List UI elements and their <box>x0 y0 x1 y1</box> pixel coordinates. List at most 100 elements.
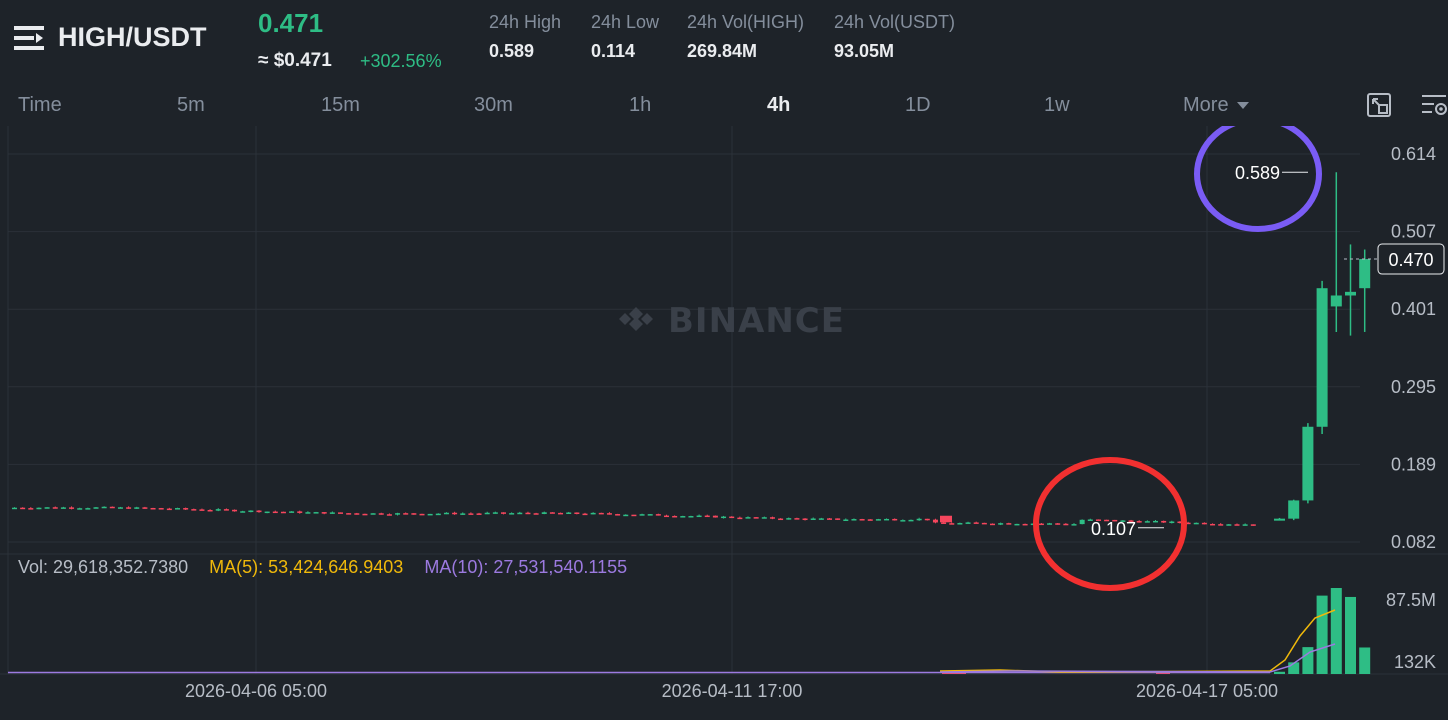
candle-body <box>606 513 612 515</box>
candle-body <box>761 517 767 519</box>
candle-body <box>623 514 629 517</box>
ticker-header: HIGH/USDT 0.471 ≈ $0.471 +302.56% 24h Hi… <box>0 0 1448 82</box>
last-price-box <box>1377 243 1445 275</box>
candle-body <box>313 512 319 514</box>
tab-1h[interactable]: 1h <box>629 94 652 116</box>
candle-body <box>737 517 743 520</box>
candle-body <box>183 508 189 510</box>
candle-body <box>305 512 311 514</box>
price-usd: ≈ $0.471 <box>258 50 332 71</box>
candle-body <box>1161 520 1167 523</box>
candle-body <box>884 518 890 521</box>
candle-body <box>28 508 34 510</box>
candle-body <box>12 507 17 510</box>
candle-body <box>778 518 784 521</box>
candle-body <box>142 507 148 509</box>
candle-body <box>1242 524 1248 526</box>
price-tick-label: 0.082 <box>1391 532 1436 552</box>
candle-body <box>215 509 221 511</box>
trading-pair[interactable]: HIGH/USDT <box>58 22 207 52</box>
candle-body <box>916 518 922 521</box>
candle-body <box>957 523 963 525</box>
candle-body <box>117 507 123 509</box>
candle-body <box>468 513 474 515</box>
volume-bar <box>1345 596 1356 674</box>
tab-1d[interactable]: 1D <box>905 94 931 116</box>
candle-body <box>44 507 50 509</box>
candle-body <box>1055 523 1061 525</box>
candle-body <box>680 516 686 518</box>
candle-body <box>93 507 99 509</box>
candle-body <box>998 523 1004 525</box>
candle-body <box>1128 520 1134 522</box>
tab-4h[interactable]: 4h <box>767 94 791 116</box>
candle-body <box>264 511 270 514</box>
tab-15m[interactable]: 15m <box>321 94 360 116</box>
candle-body <box>990 523 995 526</box>
price-chart[interactable]: BINANCE 0.614 0.507 0.401 0.295 0.189 0.082 87… <box>0 126 1448 720</box>
candle-body <box>533 513 539 515</box>
time-tick-label: 2026-04-11 17:00 <box>662 681 803 701</box>
chart-settings-icon[interactable] <box>1422 92 1448 118</box>
candle-body <box>370 513 376 515</box>
candle-body <box>647 514 653 516</box>
candle-body <box>786 518 792 520</box>
candle-body <box>150 507 156 510</box>
candle-body <box>1038 523 1044 526</box>
candle-body <box>1120 520 1126 522</box>
stat-value: 269.84M <box>687 41 758 61</box>
price-tick-label: 0.507 <box>1391 222 1436 242</box>
candle-body <box>1112 519 1118 522</box>
tab-5m[interactable]: 5m <box>177 94 205 116</box>
candle-body <box>1169 521 1175 524</box>
tab-time[interactable]: Time <box>18 94 62 116</box>
watermark-logo: BINANCE <box>668 301 845 341</box>
price-markers: 0.589 0.107 0.470 <box>1033 126 1445 591</box>
menu-icon[interactable] <box>14 24 44 52</box>
candle-body <box>639 514 645 516</box>
candle-body <box>52 507 58 509</box>
candle-body <box>232 509 238 512</box>
candle-body <box>248 510 254 513</box>
candles <box>12 172 1371 526</box>
candle-body <box>574 512 580 515</box>
candle-body <box>875 519 881 521</box>
highlight-circle-red <box>1033 457 1187 591</box>
candle-body <box>166 508 172 511</box>
low-marker-label: 0.107 <box>1091 519 1136 539</box>
stat-label: 24h Vol(USDT) <box>834 12 956 32</box>
volume-tick-label: 87.5M <box>1386 590 1436 610</box>
candle-body <box>175 508 180 510</box>
volume-legend: Vol: 29,618,352.7380 MA(5): 53,424,646.9… <box>18 557 643 578</box>
stat-24h-low: 24h Low 0.114 <box>591 12 659 62</box>
expand-icon[interactable] <box>1366 92 1392 118</box>
candle-body <box>769 517 775 519</box>
candle-body <box>1185 522 1191 525</box>
volume-ma-lines <box>939 609 1336 673</box>
candle-body <box>1177 521 1183 524</box>
volume-bar <box>1316 595 1328 674</box>
candle-body <box>101 506 107 509</box>
volume-bar <box>1288 662 1300 674</box>
candle-body <box>256 510 262 513</box>
candle-body <box>1022 523 1028 526</box>
candle-body <box>435 513 441 516</box>
candle-body <box>704 515 710 518</box>
tab-1w[interactable]: 1w <box>1044 94 1070 116</box>
tab-more[interactable]: More <box>1183 94 1249 117</box>
high-marker-label: 0.589 <box>1235 163 1280 183</box>
candle-body <box>476 513 482 515</box>
candle-body <box>525 512 531 515</box>
tab-30m[interactable]: 30m <box>474 94 513 116</box>
time-tick-label: 2026-04-06 05:00 <box>185 681 327 701</box>
time-axis: 2026-04-06 05:00 2026-04-11 17:00 2026-04-… <box>185 681 1278 701</box>
candle-body <box>1274 518 1285 521</box>
ma10-value: MA(10): 27,531,540.1155 <box>424 557 628 577</box>
candle-body <box>1071 524 1077 526</box>
volume-bar <box>1302 647 1314 674</box>
candle-body <box>1104 519 1110 522</box>
candle-body <box>1250 524 1256 526</box>
candle-body <box>1063 523 1069 526</box>
candle-body <box>1136 521 1142 523</box>
candle-body <box>729 516 735 519</box>
